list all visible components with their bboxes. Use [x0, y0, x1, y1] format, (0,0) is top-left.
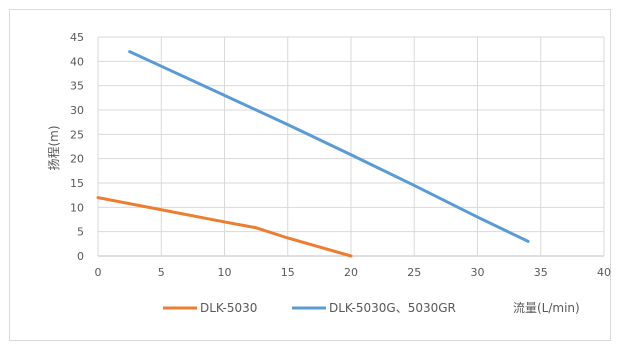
y-tick-label: 20 — [70, 153, 84, 166]
x-tick-label: 25 — [407, 266, 421, 279]
y-tick-label: 45 — [70, 31, 84, 44]
legend: DLK-5030 DLK-5030G、5030GR — [163, 301, 456, 315]
y-tick-label: 15 — [70, 177, 84, 190]
x-tick-label: 35 — [534, 266, 548, 279]
x-tick-label: 0 — [95, 266, 102, 279]
y-tick-label: 40 — [70, 55, 84, 68]
series-line-0 — [96, 196, 353, 258]
series-line-1 — [128, 50, 530, 243]
chart-frame — [9, 9, 611, 341]
x-tick-label: 10 — [218, 266, 232, 279]
x-tick-label: 40 — [597, 266, 611, 279]
y-tick-label: 25 — [70, 128, 84, 141]
x-tick-label: 15 — [281, 266, 295, 279]
x-tick-label: 5 — [158, 266, 165, 279]
y-tick-label: 0 — [77, 250, 84, 263]
legend-label-dlk-5030g: DLK-5030G、5030GR — [329, 301, 456, 315]
x-tick-label: 30 — [471, 266, 485, 279]
y-tick-label: 5 — [77, 226, 84, 239]
y-tick-label: 10 — [70, 201, 84, 214]
series-layer — [96, 50, 530, 258]
legend-label-dlk-5030: DLK-5030 — [200, 301, 257, 315]
x-tick-label: 20 — [344, 266, 358, 279]
x-axis-title: 流量(L/min) — [513, 301, 580, 315]
y-tick-label: 35 — [70, 80, 84, 93]
y-tick-label: 30 — [70, 104, 84, 117]
y-axis-title: 扬程(m) — [46, 125, 61, 170]
grid-layer — [97, 36, 605, 257]
tick-labels: 0 5 10 15 20 25 30 35 40 45 0 5 10 15 20 25 30 35 40 — [70, 31, 611, 279]
